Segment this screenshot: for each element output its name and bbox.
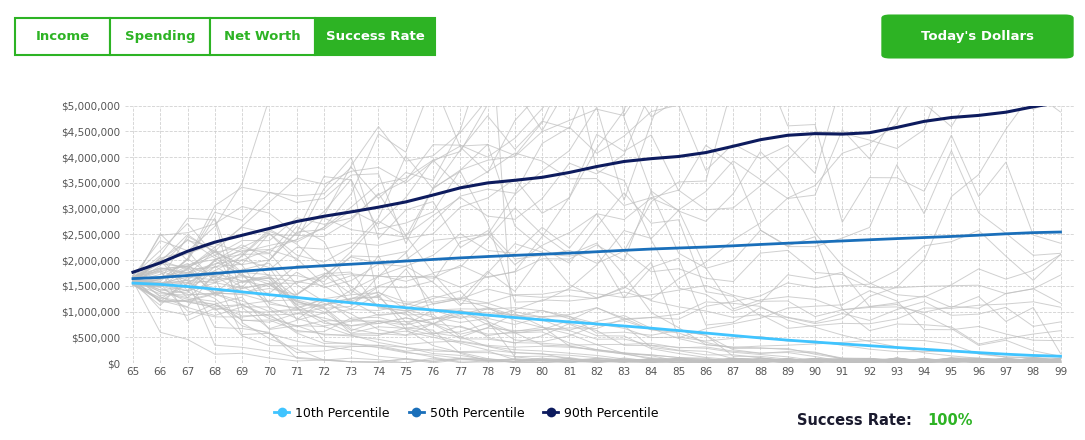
Text: Spending: Spending [125, 30, 195, 43]
Text: Success Rate: Success Rate [326, 30, 424, 43]
Text: Today's Dollars: Today's Dollars [921, 30, 1034, 43]
Text: 100%: 100% [928, 413, 973, 428]
Text: Net Worth: Net Worth [225, 30, 301, 43]
Legend: 10th Percentile, 50th Percentile, 90th Percentile: 10th Percentile, 50th Percentile, 90th P… [269, 402, 664, 425]
Text: Income: Income [36, 30, 90, 43]
Text: Success Rate:: Success Rate: [797, 413, 912, 428]
